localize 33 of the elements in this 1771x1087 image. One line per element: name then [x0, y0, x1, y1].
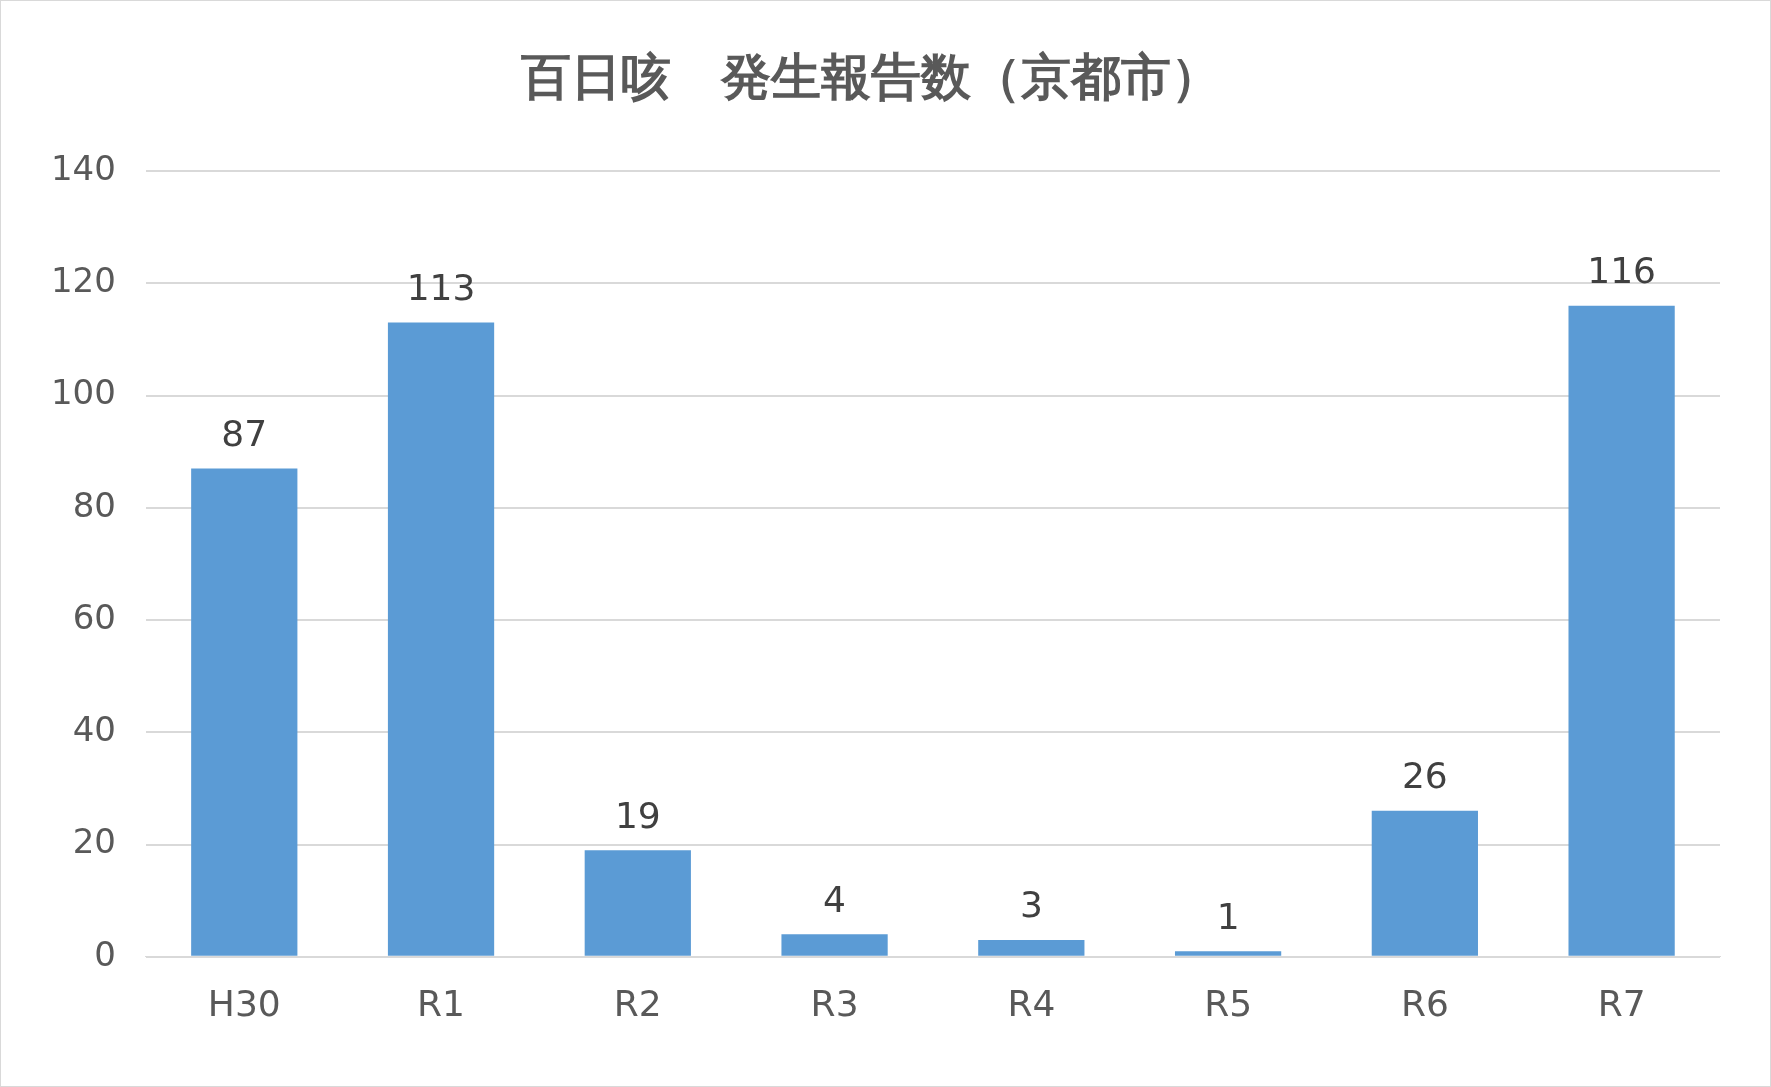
- bar: [387, 322, 495, 956]
- bar: [978, 939, 1085, 956]
- data-label: 26: [1401, 755, 1448, 797]
- chart-title: 百日咳 発生報告数（京都市）: [519, 47, 1221, 106]
- x-tick-label: R6: [1400, 982, 1449, 1024]
- y-tick-label: 0: [94, 933, 116, 974]
- data-label: 113: [406, 266, 476, 308]
- bar: [1371, 810, 1478, 956]
- x-tick-label: H30: [207, 982, 281, 1024]
- data-label: 4: [823, 878, 847, 920]
- y-tick-label: 20: [72, 821, 116, 862]
- x-tick-label: R7: [1597, 982, 1646, 1024]
- x-tick-label: R3: [810, 982, 859, 1024]
- bar: [1568, 305, 1675, 956]
- bar: [781, 934, 888, 956]
- bar: [584, 850, 691, 956]
- y-tick-label: 120: [50, 260, 116, 301]
- x-tick-label: R5: [1204, 982, 1253, 1024]
- x-tick-label: R1: [417, 982, 465, 1024]
- y-tick-label: 100: [50, 372, 116, 413]
- y-tick-label: 80: [72, 484, 116, 525]
- data-label: 1: [1216, 895, 1240, 937]
- data-label: 19: [614, 794, 661, 836]
- data-label: 116: [1587, 250, 1656, 292]
- y-tick-label: 40: [72, 709, 116, 750]
- data-label: 3: [1019, 884, 1043, 926]
- bar: [1174, 951, 1282, 956]
- x-tick-label: R4: [1007, 982, 1056, 1024]
- data-label: 87: [221, 412, 268, 454]
- x-tick-label: R2: [613, 982, 662, 1024]
- bar: [191, 468, 298, 956]
- y-tick-label: 140: [50, 147, 116, 188]
- y-tick-label: 60: [72, 596, 116, 637]
